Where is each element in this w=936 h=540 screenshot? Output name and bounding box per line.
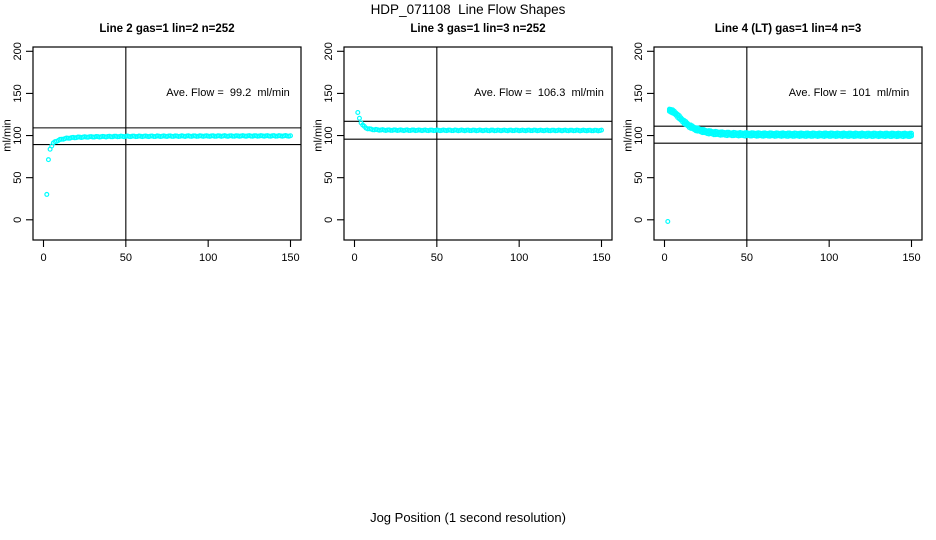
data-point: [598, 127, 604, 133]
x-tick-label: 150: [592, 252, 610, 264]
y-tick-label: 50: [633, 172, 645, 184]
data-point: [908, 133, 914, 139]
y-tick-label: 150: [12, 84, 24, 102]
x-tick-label: 50: [431, 252, 443, 264]
y-tick-label: 50: [12, 172, 24, 184]
y-tick-label: 50: [323, 172, 335, 184]
panel-2-y-axis-label: ml/min: [312, 119, 325, 152]
x-tick-label: 0: [351, 252, 357, 264]
y-tick-label: 200: [633, 42, 645, 60]
x-tick-label: 100: [199, 252, 217, 264]
panel-1-title: Line 2 gas=1 lin=2 n=252: [99, 23, 235, 35]
y-tick-label: 0: [633, 217, 645, 223]
y-tick-label: 100: [323, 126, 335, 144]
panel-3-ave-flow-annotation: Ave. Flow = 101 ml/min: [788, 87, 910, 99]
y-tick-label: 100: [12, 126, 24, 144]
y-tick-label: 100: [633, 126, 645, 144]
x-tick-label: 50: [120, 252, 132, 264]
panel-2-ave-flow-annotation: Ave. Flow = 106.3 ml/min: [474, 87, 604, 99]
panel-2-title: Line 3 gas=1 lin=3 n=252: [410, 23, 546, 35]
outlier-point: [665, 218, 671, 224]
figure-title: HDP_071108 Line Flow Shapes: [370, 2, 566, 17]
panel-3-title: Line 4 (LT) gas=1 lin=4 n=3: [714, 23, 862, 35]
y-tick-label: 200: [12, 42, 24, 60]
panel-1-y-axis-label: ml/min: [1, 119, 14, 152]
panel-1-ave-flow-annotation: Ave. Flow = 99.2 ml/min: [166, 87, 290, 99]
data-point: [288, 133, 294, 139]
y-tick-label: 0: [323, 217, 335, 223]
data-point: [45, 157, 51, 163]
x-axis-title: Jog Position (1 second resolution): [370, 510, 566, 525]
x-tick-label: 100: [820, 252, 838, 264]
x-tick-label: 50: [741, 252, 753, 264]
data-point: [355, 109, 361, 115]
x-tick-label: 100: [510, 252, 528, 264]
panel-3-y-axis-label: ml/min: [622, 119, 635, 152]
x-tick-label: 0: [661, 252, 667, 264]
data-point: [44, 191, 50, 197]
x-tick-label: 150: [902, 252, 920, 264]
y-tick-label: 150: [633, 84, 645, 102]
data-point: [356, 115, 362, 121]
y-tick-label: 150: [323, 84, 335, 102]
x-tick-label: 0: [40, 252, 46, 264]
x-tick-label: 150: [281, 252, 299, 264]
y-tick-label: 0: [12, 217, 24, 223]
plot-box: [32, 46, 302, 241]
y-tick-label: 200: [323, 42, 335, 60]
plot-box: [343, 46, 613, 241]
